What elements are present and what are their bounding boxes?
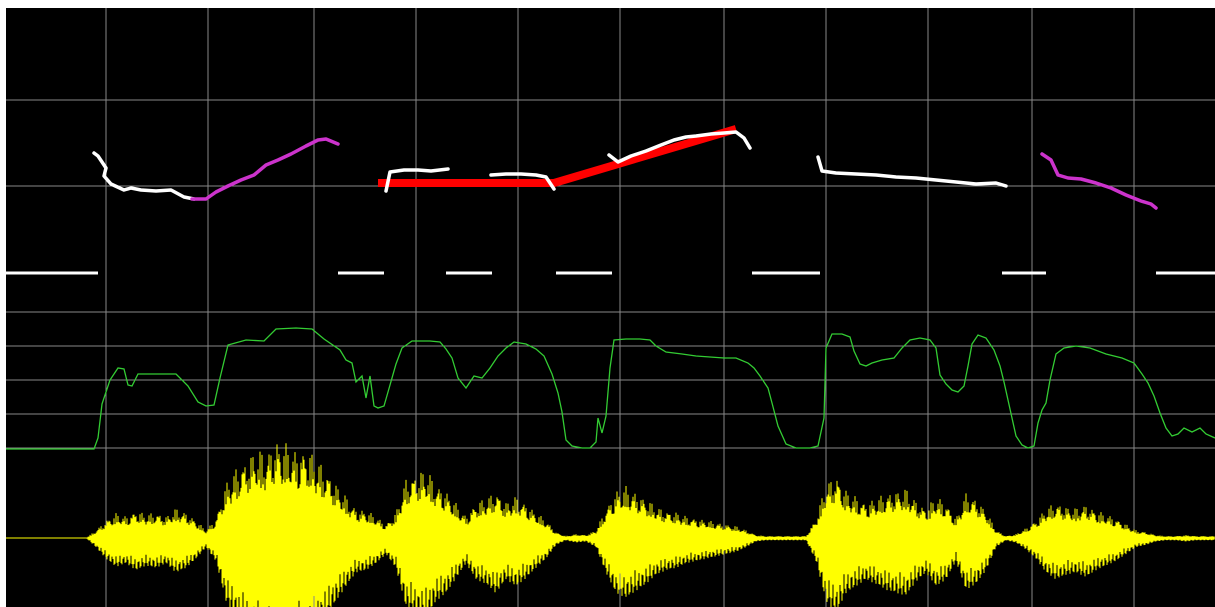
plot-area: [6, 8, 1215, 607]
pitch-series-3: [489, 172, 556, 191]
pitch-series-2: [384, 167, 450, 193]
pitch-series-5: [816, 155, 1008, 188]
intensity-curve: [6, 327, 1215, 450]
pitch-series-1: [190, 137, 340, 201]
pitch-series-0: [92, 151, 196, 201]
waveform-trace: [86, 443, 1215, 607]
pitch-series-4: [607, 130, 752, 164]
chart-svg: [6, 8, 1215, 607]
pitch-stylization-line: [378, 125, 738, 187]
pitch-series-6: [1040, 152, 1158, 210]
